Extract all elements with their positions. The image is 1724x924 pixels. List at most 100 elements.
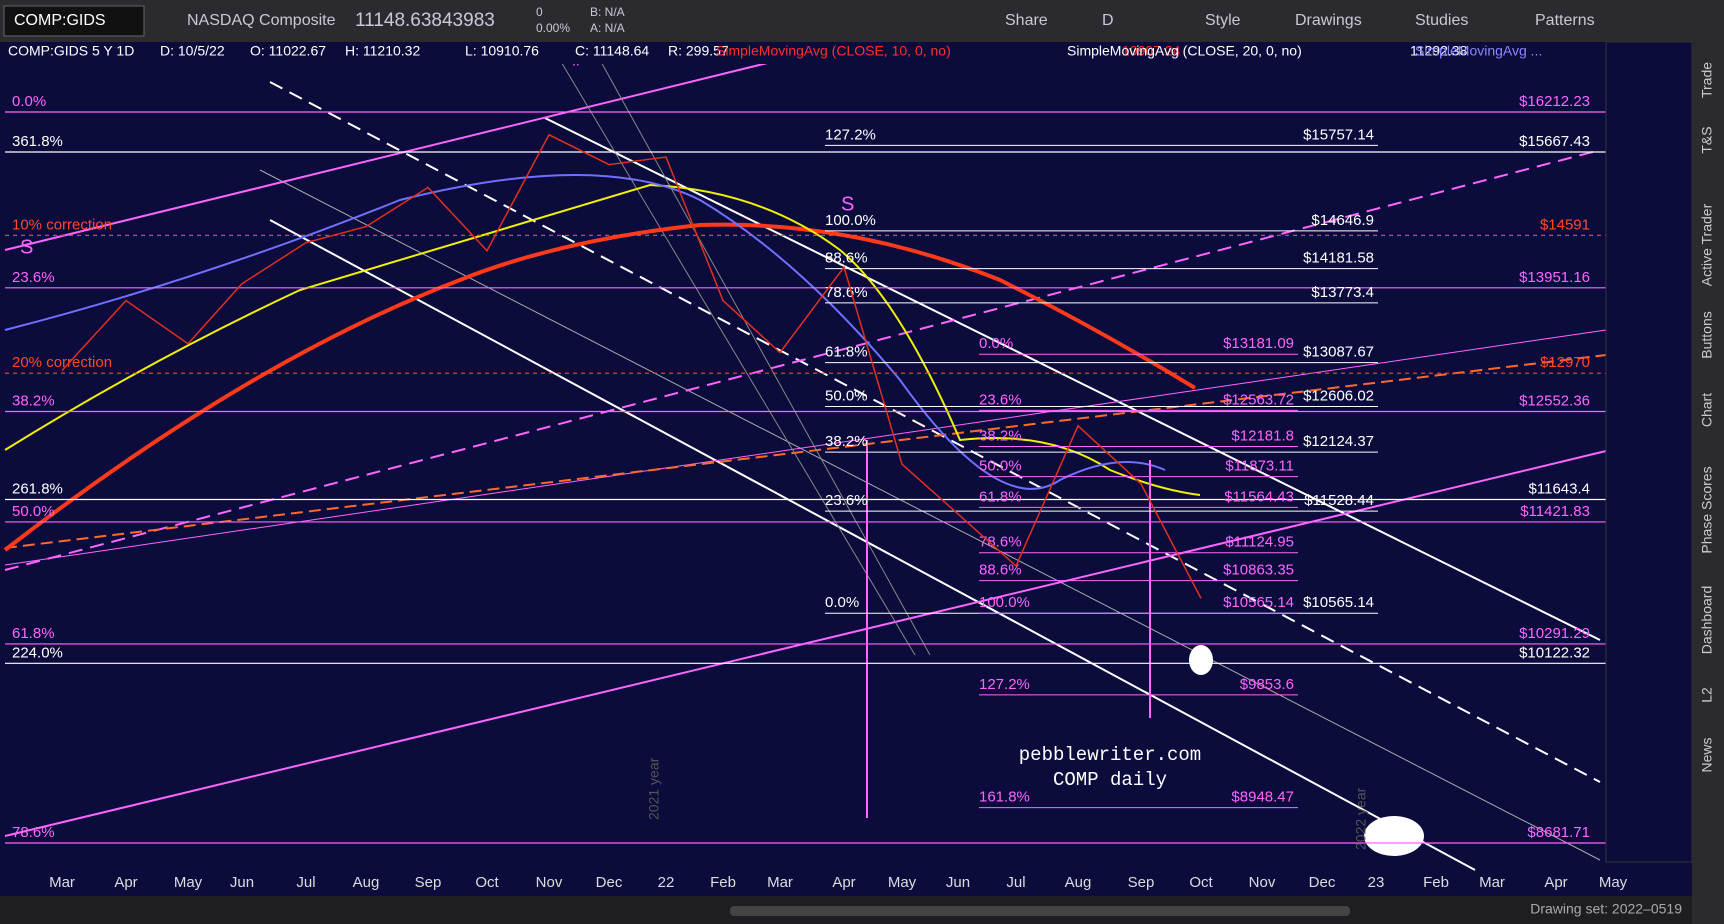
header-bar <box>0 42 1692 64</box>
fib-price: $15757.14 <box>1303 126 1374 143</box>
chart-area <box>0 42 1606 846</box>
level-pct: 23.6% <box>12 269 55 286</box>
sidebar-tab[interactable]: Phase Scores <box>1699 466 1715 553</box>
fib-price: $10565.14 <box>1303 594 1374 611</box>
level-price: $11643.4 <box>1529 480 1590 497</box>
price-line <box>61 133 1202 599</box>
x-tick-label: May <box>1599 874 1628 891</box>
symbol-box[interactable] <box>3 5 145 37</box>
level-price: $14591 <box>1540 216 1590 233</box>
level-pct: 50.0% <box>12 503 55 520</box>
fib-pct: 50.0% <box>979 458 1022 475</box>
header-item: COMP:GIDS 5 Y 1D <box>8 43 134 59</box>
fib-price: $11528.44 <box>1304 492 1374 509</box>
sidebar-tab[interactable]: L2 <box>1699 687 1715 703</box>
trendline <box>269 219 1476 871</box>
sidebar-tab[interactable]: Chart <box>1699 393 1715 427</box>
symbol[interactable]: COMP:GIDS <box>14 12 106 29</box>
fib-price: $11564.43 <box>1224 488 1294 505</box>
fib-price: $14181.58 <box>1303 250 1374 267</box>
fib-price: $13181.09 <box>1223 335 1294 352</box>
fib-pct: 50.0% <box>825 387 868 404</box>
x-tick-label: Aug <box>1065 874 1092 891</box>
year-marker: 2022 year <box>1353 787 1369 850</box>
x-tick-label: Feb <box>1423 874 1449 891</box>
year-marker: 2021 year <box>646 757 662 820</box>
fib-price: $11873.11 <box>1225 458 1294 475</box>
level-price: $15667.43 <box>1519 133 1590 150</box>
trendline <box>269 81 1601 783</box>
sidebar-tab[interactable]: News <box>1699 737 1715 772</box>
toolbar-button[interactable]: D <box>1102 12 1114 29</box>
study-name: SimpleMovingAvg (CLOSE, 20, 0, no) <box>1067 43 1302 59</box>
level-pct: 78.6% <box>12 824 55 841</box>
drawing-set: Drawing set: 2022–0519 <box>1530 901 1682 917</box>
header-item: D: 10/5/22 <box>160 43 225 59</box>
wave-label: S <box>20 236 33 258</box>
level-price: $8681.71 <box>1527 824 1590 841</box>
x-tick-label: Dec <box>596 874 623 891</box>
toolbar-button[interactable]: Studies <box>1415 12 1468 29</box>
level-price: $16212.23 <box>1519 93 1590 110</box>
fib-pct: 38.2% <box>979 428 1022 445</box>
fib-price: $12181.8 <box>1231 428 1294 445</box>
scrollbar[interactable] <box>730 906 1350 916</box>
toolbar-button[interactable]: Patterns <box>1535 12 1595 29</box>
x-tick-label: Dec <box>1309 874 1336 891</box>
level-pct: 224.0% <box>12 644 63 661</box>
level-price: $12552.36 <box>1519 392 1590 409</box>
fib-pct: 0.0% <box>979 335 1013 352</box>
x-tick-label: Apr <box>114 874 137 891</box>
x-tick-label: Jun <box>946 874 970 891</box>
x-tick-label: Jul <box>296 874 315 891</box>
header-item: R: 299.57 <box>668 43 729 59</box>
fib-price: $13087.67 <box>1303 344 1374 361</box>
level-pct: 361.8% <box>12 133 63 150</box>
toolbar-button[interactable]: Share <box>1005 12 1048 29</box>
fib-pct: 100.0% <box>979 594 1030 611</box>
fib-pct: 23.6% <box>825 492 868 509</box>
x-tick-label: Sep <box>415 874 442 891</box>
x-tick-label: Apr <box>1544 874 1567 891</box>
x-tick-label: 23 <box>1368 874 1385 891</box>
fib-price: $11124.95 <box>1225 534 1294 551</box>
sma-200 <box>3 222 1197 552</box>
last-price: 11148.63843983 <box>355 10 495 31</box>
header-item: O: 11022.67 <box>250 43 326 59</box>
study-value: 10907.24 <box>1122 43 1181 59</box>
fib-price: $12124.37 <box>1303 433 1374 450</box>
fib-pct: 61.8% <box>825 344 868 361</box>
x-tick-label: Aug <box>353 874 380 891</box>
x-tick-label: Mar <box>1479 874 1505 891</box>
toolbar-button[interactable]: Drawings <box>1295 12 1362 29</box>
fib-pct: 127.2% <box>979 676 1030 693</box>
trendline <box>559 59 916 656</box>
sidebar-tab[interactable]: T&S <box>1699 126 1715 153</box>
x-tick-label: Feb <box>710 874 736 891</box>
x-tick-label: Mar <box>49 874 75 891</box>
trendline <box>4 354 1607 549</box>
trendline <box>4 329 1607 566</box>
sidebar-tab[interactable]: Buttons <box>1699 311 1715 358</box>
level-pct: 10% correction <box>12 216 112 233</box>
fib-pct: 78.6% <box>979 534 1022 551</box>
fib-price: $12606.02 <box>1303 387 1374 404</box>
sidebar-tab[interactable]: Active Trader <box>1699 203 1715 286</box>
header-item: C: 11148.64 <box>575 43 649 59</box>
watermark: pebblewriter.com <box>1019 744 1201 766</box>
study-value: 11292.38 <box>1410 43 1468 59</box>
x-tick-label: May <box>888 874 917 891</box>
level-pct: 61.8% <box>12 625 55 642</box>
toolbar-button[interactable]: Style <box>1205 12 1241 29</box>
sma-blue <box>4 174 1166 490</box>
fib-pct: 38.2% <box>825 433 868 450</box>
fib-pct: 61.8% <box>979 488 1022 505</box>
x-tick-label: Apr <box>832 874 855 891</box>
sidebar-tab[interactable]: Dashboard <box>1699 586 1715 655</box>
x-tick-label: May <box>174 874 203 891</box>
study-name: SimpleMovingAvg (CLOSE, 10, 0, no) <box>716 43 951 59</box>
level-price: $10291.29 <box>1519 625 1590 642</box>
level-price: $10122.32 <box>1519 644 1590 661</box>
sidebar-tab[interactable]: Trade <box>1699 62 1715 98</box>
level-pct: 20% correction <box>12 354 112 371</box>
